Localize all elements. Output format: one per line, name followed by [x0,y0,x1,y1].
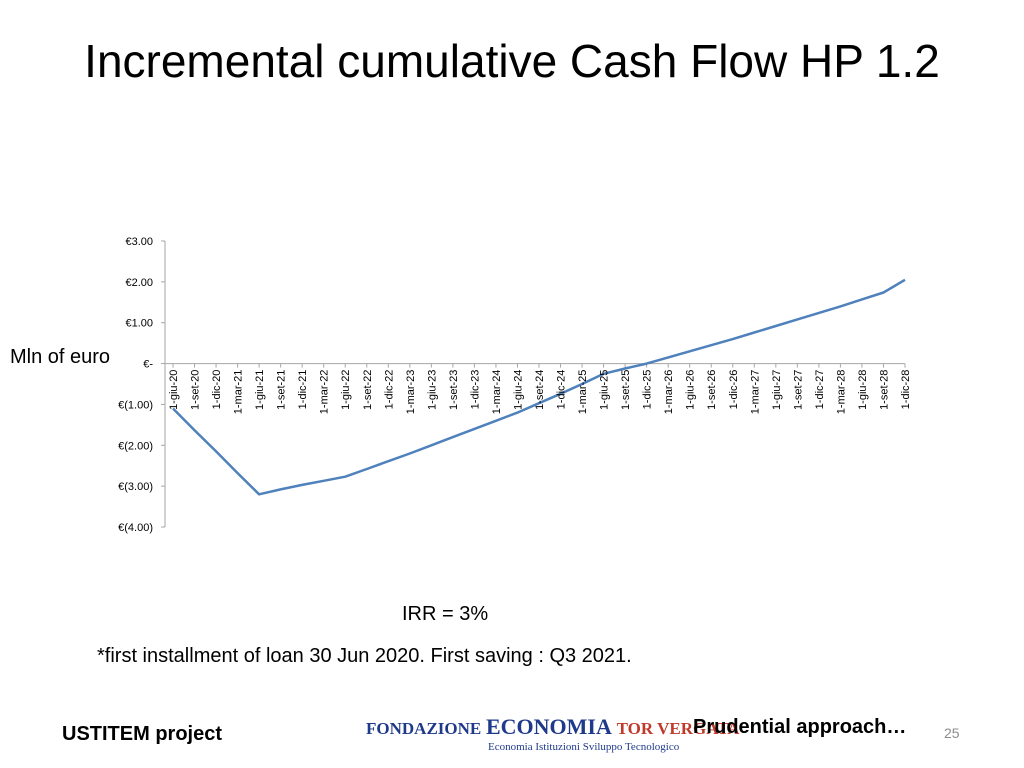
x-tick-label: 1-mar-27 [749,370,761,415]
project-name: USTITEM project [62,723,223,745]
x-tick-label: 1-set-20 [190,370,202,410]
x-tick-label: 1-set-25 [620,370,632,410]
x-tick-label: 1-giu-23 [426,370,438,410]
x-tick-label: 1-dic-23 [469,370,481,410]
x-tick-label: 1-giu-26 [685,370,697,410]
x-axis [165,363,906,368]
x-tick-label: 1-dic-22 [383,370,395,410]
x-tick-label: 1-set-28 [878,370,890,410]
x-tick-label: 1-mar-26 [663,370,675,415]
series-line [172,278,906,496]
fondazione-logo: FONDAZIONE ECONOMIA TOR VERGATA Economia… [366,714,740,756]
x-tick-label: 1-dic-24 [556,370,568,410]
y-tick-label: €2.00 [125,277,153,289]
y-tick-label: €- [143,359,153,371]
x-tick-label: 1-giu-25 [599,370,611,410]
x-tick-label: 1-mar-24 [491,370,503,415]
x-tick-label: 1-dic-25 [642,370,654,410]
x-tick-label: 1-mar-22 [319,370,331,415]
x-tick-label: 1-set-24 [534,370,546,410]
x-tick-label: 1-giu-20 [168,370,180,410]
irr-label: IRR = 3% [402,603,489,625]
page-number: 25 [944,725,960,741]
x-tick-label: 1-giu-21 [254,370,266,410]
x-tick-label: 1-mar-25 [577,370,589,415]
x-tick-label: 1-mar-23 [405,370,417,415]
y-tick-label: €3.00 [125,236,153,248]
y-tick-label: €1.00 [125,318,153,330]
y-tick-label: €(3.00) [118,481,153,493]
x-tick-label: 1-set-27 [792,370,804,410]
y-axis: €3.00 €2.00 €1.00 €- €(1.00) €(2.00) €(3.00) €(… [118,236,166,534]
x-tick-label: 1-set-22 [362,370,374,410]
x-tick-label: 1-dic-27 [814,370,826,410]
x-tick-label: 1-dic-26 [728,370,740,410]
logo-part-economia: ECONOMIA [485,714,612,739]
x-tick-label: 1-mar-28 [835,370,847,415]
x-tick-label: 1-set-21 [276,370,288,410]
logo-tagline: Economia Istituzioni Sviluppo Tecnologic… [488,741,680,753]
logo-part-fondazione: FONDAZIONE [366,719,482,738]
x-tick-label: 1-giu-28 [857,370,869,410]
logo-part-torvergata: TOR VERGATA [616,719,740,738]
approach-label: Prudential approach… [693,716,907,738]
y-tick-label: €(1.00) [118,399,153,411]
x-tick-label: 1-dic-28 [900,370,912,410]
x-tick-label: 1-dic-21 [297,370,309,410]
series-layer [172,278,906,496]
x-tick-label: 1-mar-21 [233,370,245,415]
footnote: *first installment of loan 30 Jun 2020. … [97,645,632,667]
x-tick-label: 1-giu-27 [771,370,783,410]
slide-title: Incremental cumulative Cash Flow HP 1.2 [84,35,940,87]
y-axis-title: Mln of euro [10,346,111,368]
y-tick-label: €(2.00) [118,440,153,452]
y-tick-label: €(4.00) [118,522,153,534]
x-tick-label: 1-giu-24 [512,370,524,410]
x-tick-label: 1-dic-20 [211,370,223,410]
x-tick-label: 1-set-23 [448,370,460,410]
x-tick-labels: 1-giu-20 1-set-20 1-dic-20 1-mar-21 1-giu-21… [168,370,912,415]
x-tick-label: 1-giu-22 [340,370,352,410]
x-tick-label: 1-set-26 [706,370,718,410]
